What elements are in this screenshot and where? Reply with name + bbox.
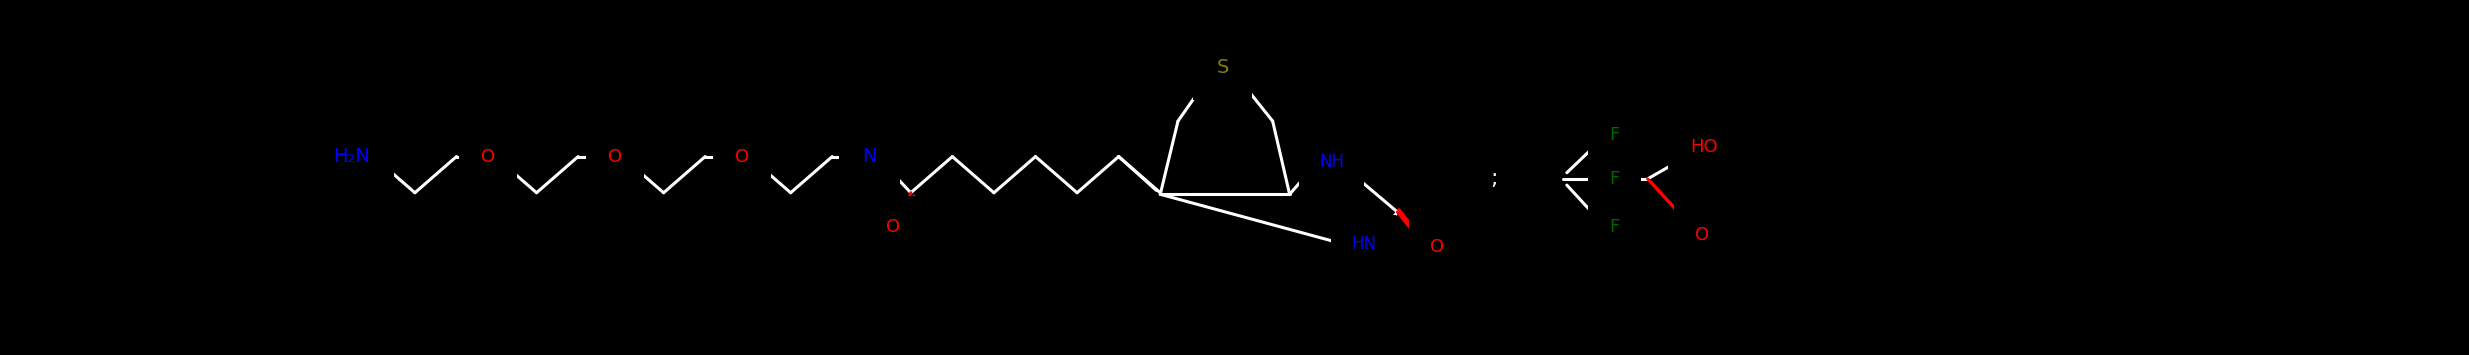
Text: F: F <box>1610 218 1620 236</box>
Text: HN: HN <box>1351 235 1375 253</box>
Text: ;: ; <box>1489 169 1496 189</box>
Text: F: F <box>1610 170 1620 188</box>
Text: F: F <box>1610 126 1620 144</box>
Text: O: O <box>481 148 496 165</box>
Text: O: O <box>886 218 901 236</box>
Text: H₂N: H₂N <box>333 147 370 166</box>
Text: NH: NH <box>1318 153 1346 171</box>
Text: S: S <box>1217 58 1230 77</box>
Text: O: O <box>1430 237 1444 256</box>
Text: O: O <box>607 148 622 165</box>
Text: N: N <box>862 147 876 166</box>
Text: HO: HO <box>1691 137 1718 155</box>
Text: O: O <box>1696 226 1709 244</box>
Text: H: H <box>867 135 876 150</box>
Text: O: O <box>736 148 748 165</box>
